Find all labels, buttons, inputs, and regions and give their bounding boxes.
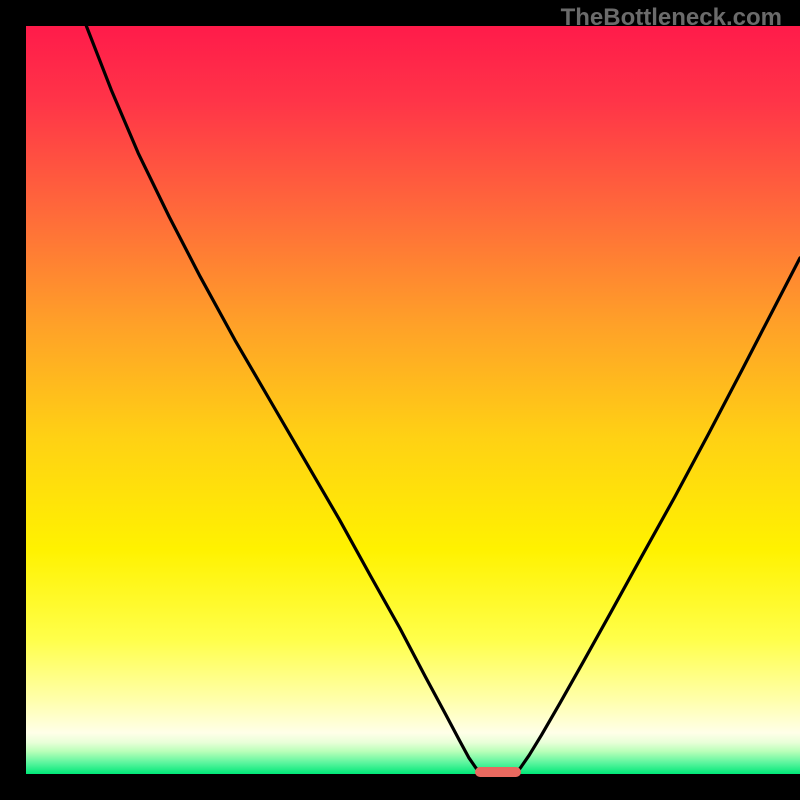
plot-area bbox=[26, 26, 800, 774]
curve-left bbox=[86, 26, 478, 772]
frame-left bbox=[0, 0, 26, 800]
optimum-marker bbox=[475, 767, 521, 777]
frame-bottom bbox=[0, 774, 800, 800]
watermark-text: TheBottleneck.com bbox=[561, 4, 782, 32]
curve-right bbox=[517, 258, 800, 772]
curves-layer bbox=[26, 26, 800, 774]
bottleneck-chart: TheBottleneck.com bbox=[0, 0, 800, 800]
